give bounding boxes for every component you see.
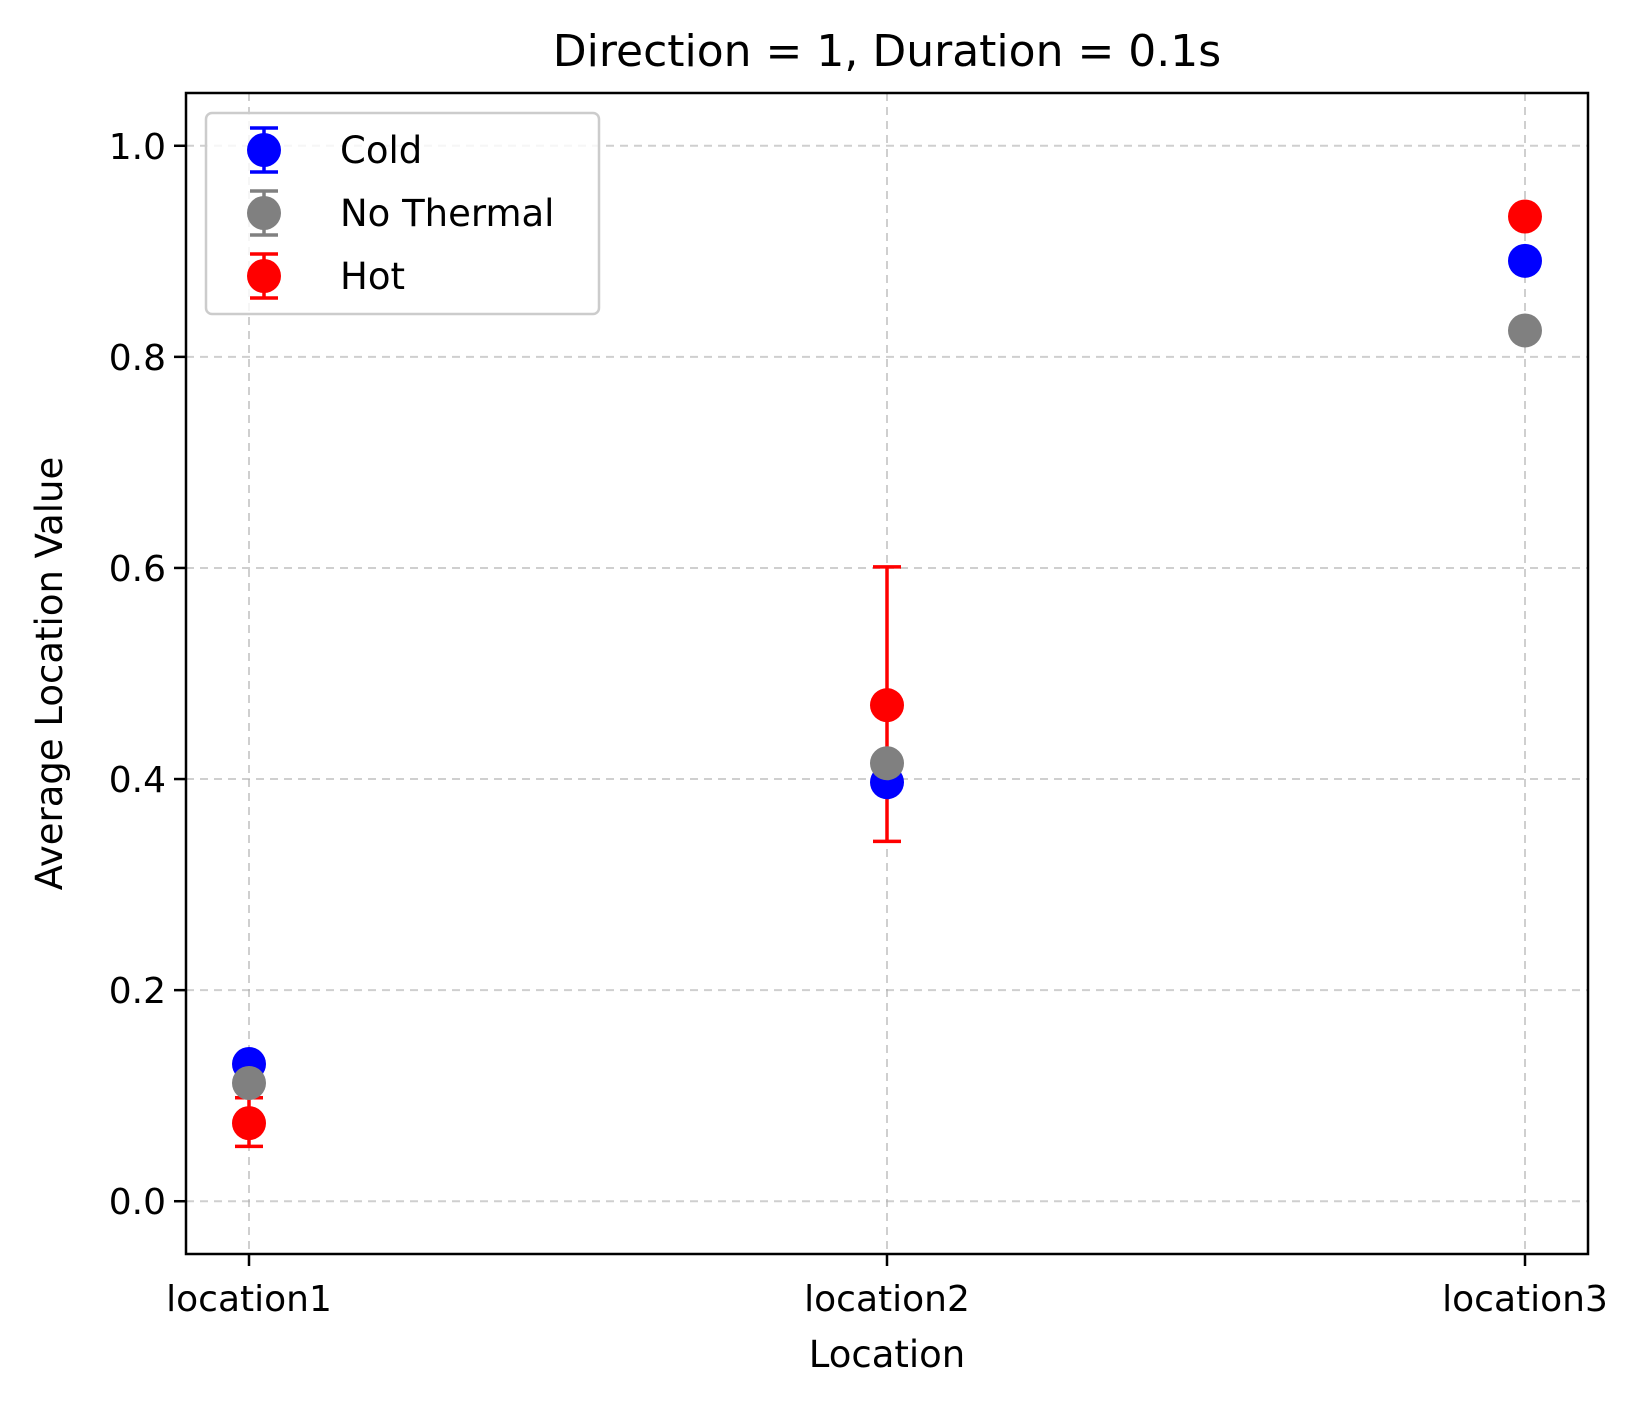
chart-title: Direction = 1, Duration = 0.1s bbox=[553, 26, 1221, 77]
y-tick-label-1: 0.2 bbox=[109, 971, 166, 1012]
x-tick-label-1: location2 bbox=[804, 1279, 970, 1320]
y-tick-label-0: 0.0 bbox=[109, 1182, 166, 1223]
no-thermal-point-1 bbox=[232, 1066, 266, 1101]
legend-no-thermal-marker bbox=[247, 196, 281, 230]
legend-no-thermal-label: No Thermal bbox=[340, 192, 554, 235]
hot-point-3 bbox=[1508, 199, 1542, 234]
legend-entry-cold: Cold bbox=[247, 126, 422, 174]
no-thermal-point-2 bbox=[870, 746, 904, 781]
no-thermal-point-3 bbox=[1508, 313, 1542, 348]
legend-cold-label: Cold bbox=[340, 129, 422, 172]
legend-hot-marker bbox=[247, 259, 281, 293]
axis-ticks: 0.0 0.2 0.4 0.6 0.8 1.0 location1 location2 loca… bbox=[109, 127, 1608, 1320]
legend-cold-marker bbox=[247, 133, 281, 167]
legend: Cold No Thermal Hot bbox=[204, 111, 601, 316]
hot-point-1 bbox=[232, 1106, 266, 1141]
y-tick-label-3: 0.6 bbox=[109, 549, 166, 590]
data-points bbox=[232, 199, 1542, 1141]
legend-hot-label: Hot bbox=[340, 255, 405, 298]
y-axis-label: Average Location Value bbox=[28, 457, 71, 891]
y-tick-label-4: 0.8 bbox=[109, 338, 166, 379]
hot-point-2 bbox=[870, 688, 904, 723]
x-axis-label: Location bbox=[809, 1333, 966, 1376]
x-tick-label-2: location3 bbox=[1442, 1279, 1608, 1320]
y-tick-label-2: 0.4 bbox=[109, 760, 166, 801]
cold-point-3 bbox=[1508, 243, 1542, 278]
legend-entry-hot: Hot bbox=[247, 252, 405, 300]
legend-box bbox=[204, 111, 601, 316]
x-tick-label-0: location1 bbox=[166, 1279, 332, 1320]
y-tick-label-5: 1.0 bbox=[109, 127, 166, 168]
legend-entry-no-thermal: No Thermal bbox=[247, 189, 554, 237]
